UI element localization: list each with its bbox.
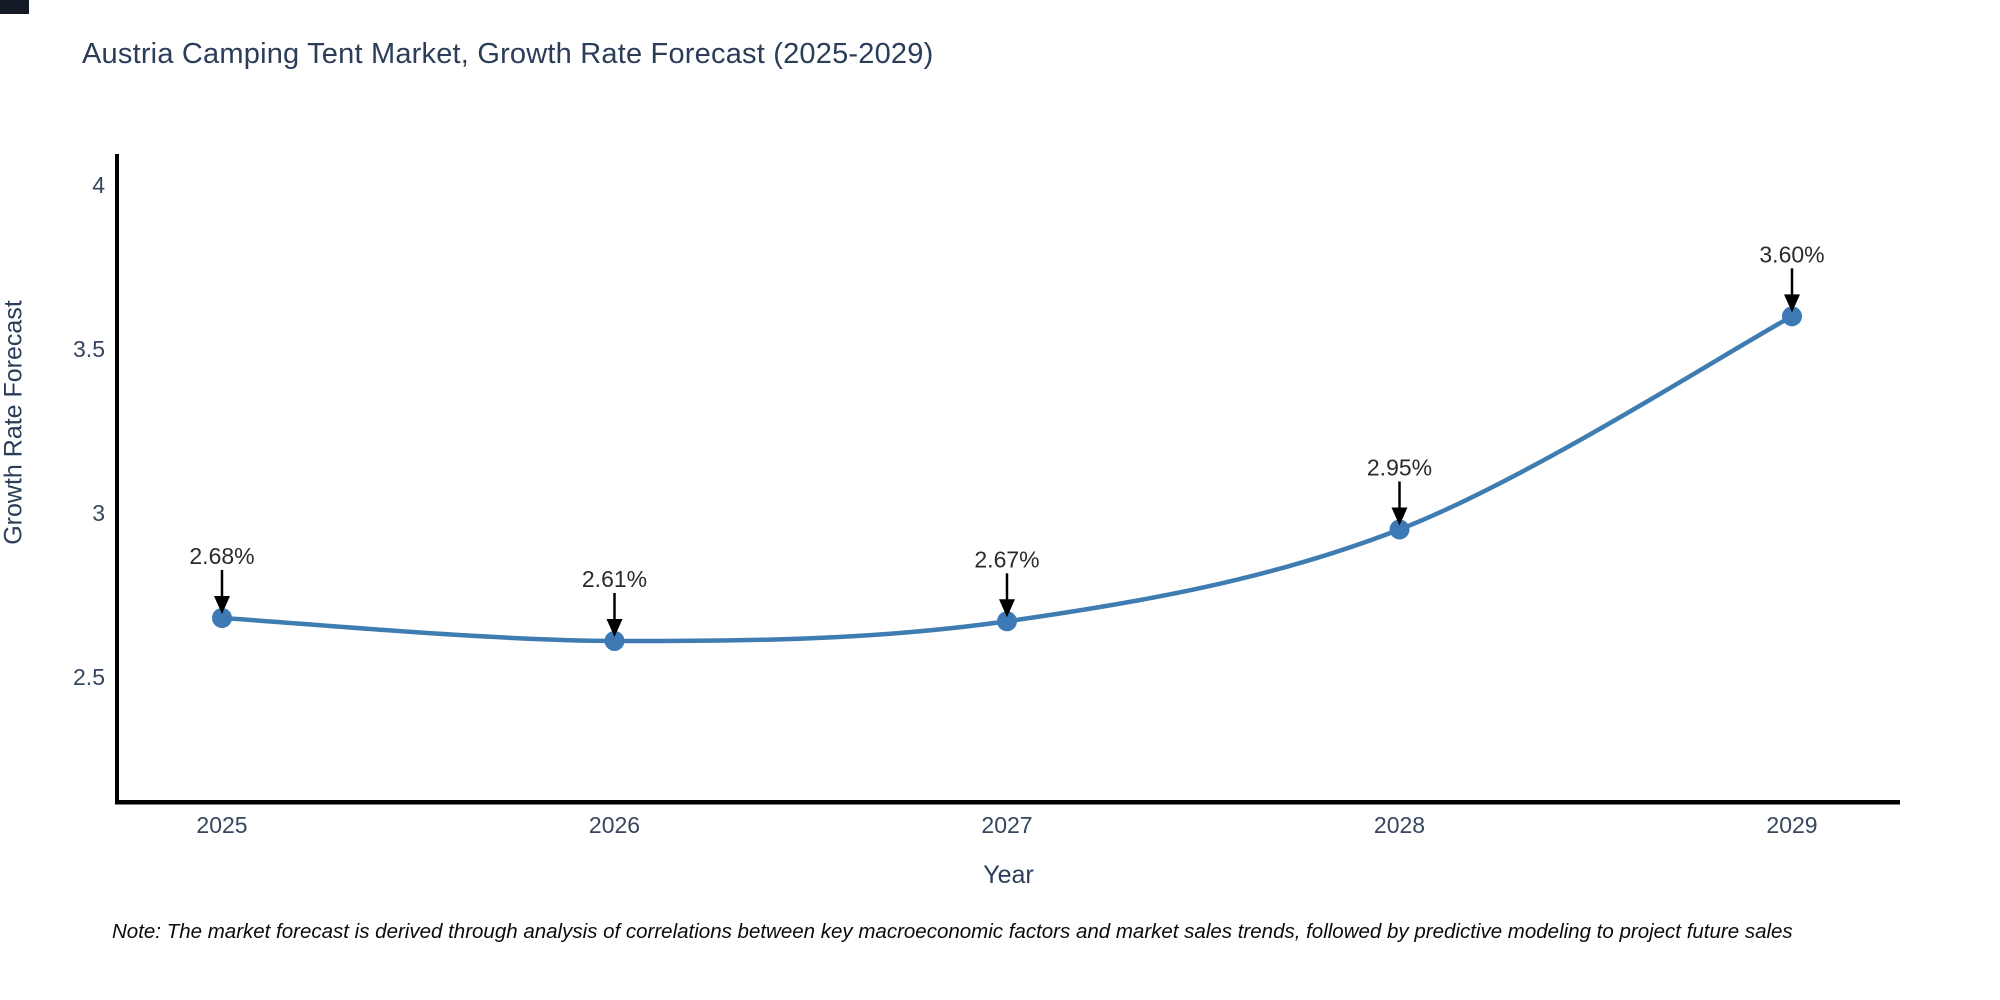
data-point-label: 2.67% [974,546,1039,572]
chart-note: Note: The market forecast is derived thr… [112,920,1793,943]
x-tick-label: 2026 [589,812,640,838]
data-point-marker [1782,306,1802,327]
data-point-marker [604,630,625,651]
y-tick-label: 2.5 [73,664,105,690]
x-tick-label: 2027 [981,812,1032,838]
data-point-label: 2.95% [1367,454,1432,480]
x-tick-label: 2025 [196,812,247,838]
data-point-marker [997,611,1017,632]
y-tick-label: 3.5 [73,336,105,362]
annotation-arrow-head [999,599,1015,618]
annotation-arrow-head [606,618,623,637]
corner-artifact [0,0,29,14]
y-axis-label: Growth Rate Forecast [0,300,28,545]
x-tick-label: 2028 [1374,812,1425,838]
x-tick-label: 2029 [1766,812,1817,838]
annotation-arrow-head [214,596,230,615]
x-axis-spine [115,800,1900,805]
y-tick-label: 4 [92,172,105,198]
data-point-label: 2.61% [582,566,647,592]
annotation-arrow-head [1784,294,1800,313]
x-axis-label: Year [983,861,1034,889]
annotation-arrow-head [1391,507,1408,526]
data-point-label: 3.60% [1759,241,1824,267]
data-point-label: 2.68% [189,543,254,569]
y-tick-label: 3 [92,500,105,526]
data-point-marker [1389,519,1410,540]
y-axis-spine [115,154,119,804]
data-point-marker [212,608,232,629]
chart-title: Austria Camping Tent Market, Growth Rate… [82,38,934,70]
